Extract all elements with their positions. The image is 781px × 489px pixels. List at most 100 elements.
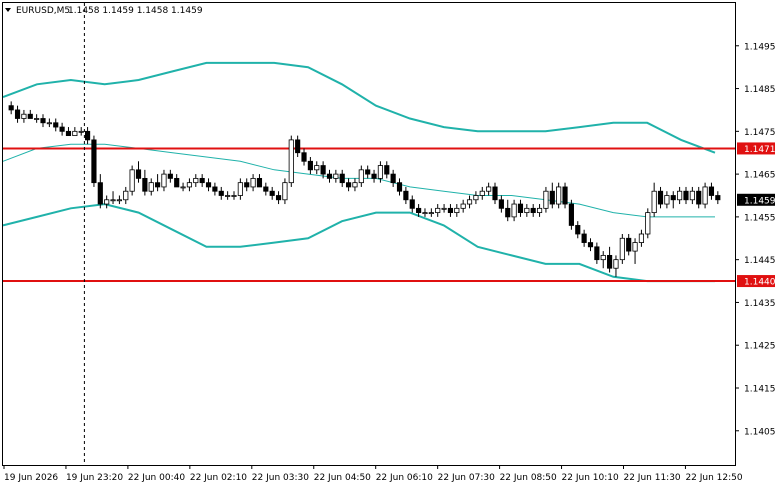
candle-body (193, 177, 199, 184)
price-tick-label: 1.1415 (744, 385, 776, 395)
ohlc-readout: 1.1458 1.1459 1.1458 1.1459 (68, 6, 203, 16)
candle-body (715, 195, 721, 201)
candle-body (607, 254, 613, 269)
time-tick-label: 22 Jun 06:10 (376, 473, 433, 483)
candle-body (384, 165, 390, 175)
time-tick-label: 22 Jun 12:50 (685, 473, 742, 483)
candle-body (288, 139, 294, 184)
candle-body (237, 182, 243, 196)
candle-body (632, 242, 638, 252)
time-tick-label: 22 Jun 04:50 (314, 473, 371, 483)
candle-body (447, 207, 454, 214)
candle-body (72, 130, 78, 137)
candle-body (651, 190, 657, 214)
candle-body (619, 237, 625, 261)
candle-body (454, 207, 460, 214)
candle-body (205, 182, 212, 188)
candle-body (352, 182, 358, 188)
candle-body (664, 195, 670, 205)
candle-body (696, 190, 702, 205)
price-tick-label: 1.1445 (744, 256, 776, 266)
candle-body (587, 242, 594, 248)
candle-body (314, 165, 320, 171)
upper-band-line (2, 61, 716, 154)
level-price-tag (737, 275, 775, 288)
candle-body (492, 186, 498, 201)
candle-body (657, 190, 664, 205)
candle-body (155, 182, 161, 188)
candle-body (613, 259, 619, 269)
candle-body (708, 186, 715, 196)
candle-body (403, 190, 409, 201)
candle-body (78, 130, 84, 133)
level-price-tag-label: 1.1471 (744, 145, 776, 155)
candle-body (562, 186, 568, 205)
price-tick-label: 1.1455 (744, 213, 776, 223)
candle-body (244, 182, 250, 188)
candles (8, 101, 721, 277)
candle-body (677, 190, 683, 201)
candle-body (148, 182, 154, 192)
candle-body (199, 177, 205, 184)
time-axis: 19 Jun 2026 19 Jun 23:20 22 Jun 00:40 22 Ju… (3, 465, 743, 483)
candle-body (174, 177, 180, 188)
lower-band-line (2, 203, 715, 283)
candle-body (97, 182, 103, 205)
candle-body (416, 207, 422, 214)
candle-body (358, 169, 364, 184)
candle-body (104, 199, 110, 205)
candle-body (371, 173, 377, 179)
candle-body (460, 203, 466, 209)
candle-body (511, 203, 517, 218)
candle-body (27, 113, 33, 119)
candle-body (479, 190, 485, 196)
candle-body (135, 169, 142, 179)
candle-body (129, 169, 135, 192)
candle-body (8, 105, 14, 111)
dropdown-triangle-icon[interactable] (5, 8, 11, 12)
candle-body (301, 152, 307, 162)
horizontal-levels[interactable]: 1.1471 1.1440 (3, 142, 776, 288)
time-tick-label: 22 Jun 07:30 (438, 473, 495, 483)
candle-body (702, 186, 708, 205)
level-price-tag-label: 1.1440 (744, 278, 776, 288)
candle-body (295, 139, 301, 154)
level-price-tag (737, 142, 775, 155)
candle-body (161, 173, 167, 188)
candle-body (575, 225, 581, 235)
current-price-tag (737, 193, 775, 206)
candle-body (626, 237, 632, 252)
candle-body (498, 199, 504, 209)
candle-body (34, 118, 40, 120)
candle-body (116, 199, 122, 202)
candle-body (505, 207, 511, 218)
price-tick-label: 1.1425 (744, 342, 776, 352)
current-price-tag-label: 1.1459 (744, 196, 776, 206)
candle-body (40, 118, 46, 124)
chart-header: EURUSD,M5 1.1458 1.1459 1.1458 1.1459 (5, 6, 203, 16)
candle-body (543, 190, 549, 209)
candle-body (346, 182, 352, 188)
candle-body (21, 113, 27, 119)
candle-body (142, 177, 148, 192)
candle-body (524, 207, 530, 214)
candle-body (180, 186, 186, 189)
price-tick-label: 1.1495 (744, 42, 776, 52)
candle-body (638, 233, 645, 243)
price-tick-label: 1.1485 (744, 85, 776, 95)
candle-body (225, 195, 231, 197)
price-tick-label: 1.1465 (744, 171, 776, 181)
price-axis: 1.1495 1.1485 1.1475 1.1465 1.1455 1.1445 1.14… (735, 42, 776, 437)
candle-body (218, 190, 224, 196)
candle-body (409, 199, 415, 209)
candle-body (517, 203, 524, 214)
candle-body (326, 173, 333, 179)
candle-body (339, 173, 345, 184)
candle-body (549, 190, 555, 205)
candle-body (390, 173, 396, 184)
candle-body (333, 173, 339, 179)
candle-body (466, 199, 473, 205)
candle-body (212, 186, 218, 192)
